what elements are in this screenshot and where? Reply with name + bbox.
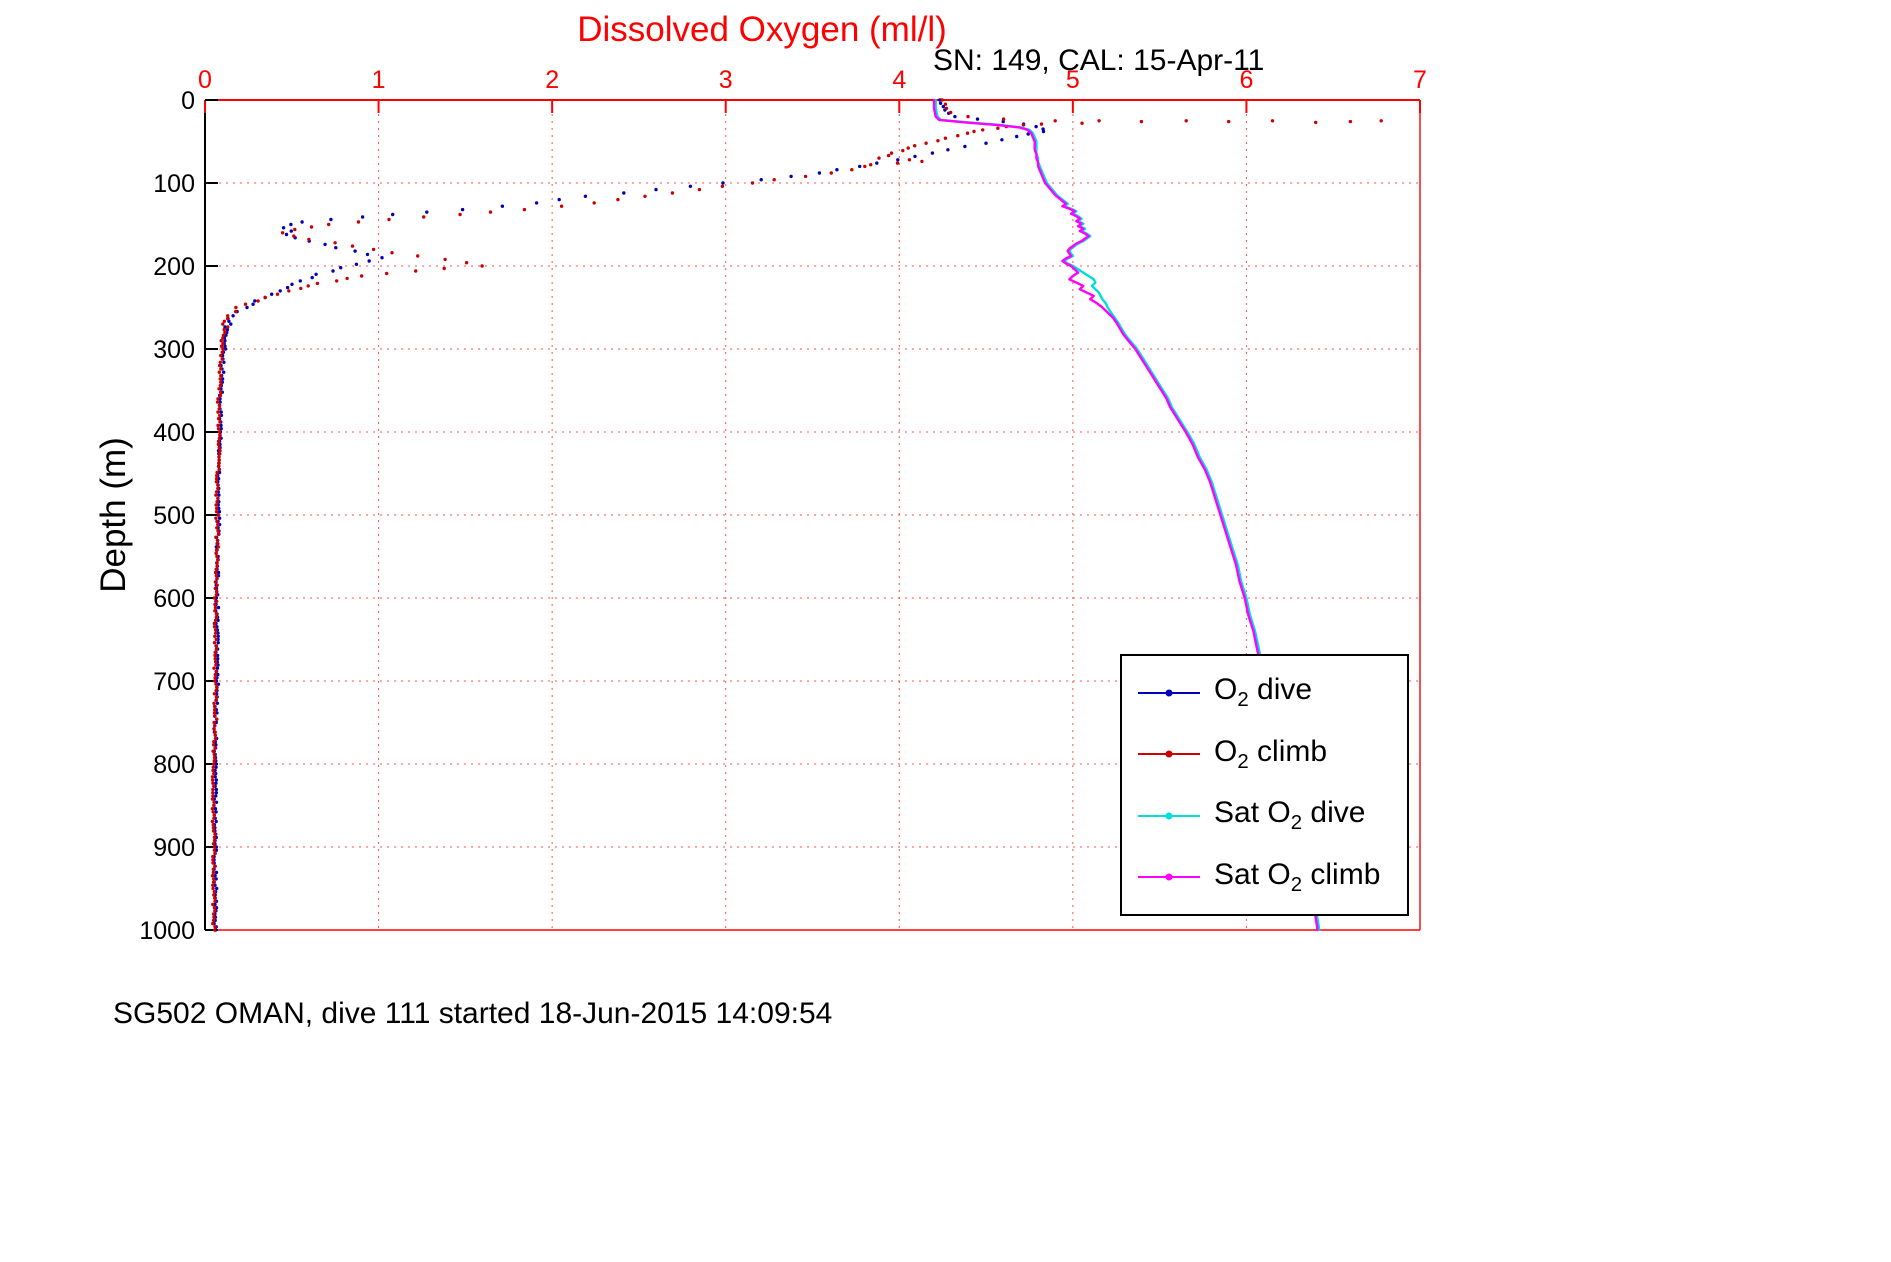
legend-label-sub: 2 [1290, 873, 1303, 896]
legend-item-sat-o2-climb: Sat O2 climb [1122, 858, 1407, 897]
chart-subtitle: SN: 149, CAL: 15-Apr-11 [933, 44, 1265, 77]
legend-marker-dot [1165, 812, 1173, 820]
legend-label-post: dive [1302, 796, 1366, 830]
legend-label: Sat O2 dive [1214, 796, 1365, 835]
legend-label-post: climb [1302, 857, 1381, 891]
svg-text:600: 600 [153, 585, 195, 613]
svg-text:200: 200 [153, 253, 195, 281]
legend-line-sample [1138, 812, 1200, 820]
svg-text:0: 0 [181, 87, 195, 115]
figure-caption: SG502 OMAN, dive 111 started 18-Jun-2015… [113, 997, 833, 1030]
legend-line-sample [1138, 689, 1200, 697]
legend-item-o2-climb: O2 climb [1122, 735, 1407, 774]
legend-marker-dot [1165, 689, 1173, 697]
legend-label-pre: Sat O [1214, 796, 1291, 830]
svg-text:1: 1 [372, 66, 386, 94]
legend-line-sample [1138, 873, 1200, 881]
legend-label: O2 climb [1214, 735, 1327, 774]
svg-text:2: 2 [545, 66, 559, 94]
svg-text:400: 400 [153, 419, 195, 447]
legend-label-sub: 2 [1290, 812, 1303, 835]
svg-text:100: 100 [153, 170, 195, 198]
svg-text:5: 5 [1066, 66, 1080, 94]
legend-marker-dot [1165, 873, 1173, 881]
legend-label-post: dive [1248, 673, 1313, 707]
legend-label-pre: Sat O [1214, 857, 1291, 891]
svg-text:500: 500 [153, 502, 195, 530]
legend-label: O2 dive [1214, 673, 1312, 712]
legend-label-sub: 2 [1237, 689, 1249, 712]
legend-item-o2-dive: O2 dive [1122, 673, 1407, 712]
svg-text:800: 800 [153, 751, 195, 779]
svg-text:7: 7 [1413, 66, 1427, 94]
legend-label-pre: O [1214, 734, 1238, 768]
legend-label-pre: O [1214, 673, 1238, 707]
legend-marker-dot [1165, 750, 1173, 758]
svg-text:3: 3 [719, 66, 733, 94]
chart-title: Dissolved Oxygen (ml/l) [577, 10, 947, 49]
svg-text:700: 700 [153, 668, 195, 696]
legend: O2 dive O2 climb Sat O2 dive Sat O2 clim… [1120, 654, 1409, 916]
legend-line-sample [1138, 750, 1200, 758]
svg-text:1000: 1000 [139, 917, 195, 945]
svg-text:0: 0 [198, 66, 212, 94]
legend-label: Sat O2 climb [1214, 858, 1380, 897]
svg-text:300: 300 [153, 336, 195, 364]
svg-text:900: 900 [153, 834, 195, 862]
legend-label-sub: 2 [1237, 750, 1249, 773]
svg-text:4: 4 [892, 66, 906, 94]
legend-label-post: climb [1248, 734, 1328, 768]
svg-text:6: 6 [1239, 66, 1253, 94]
legend-item-sat-o2-dive: Sat O2 dive [1122, 796, 1407, 835]
